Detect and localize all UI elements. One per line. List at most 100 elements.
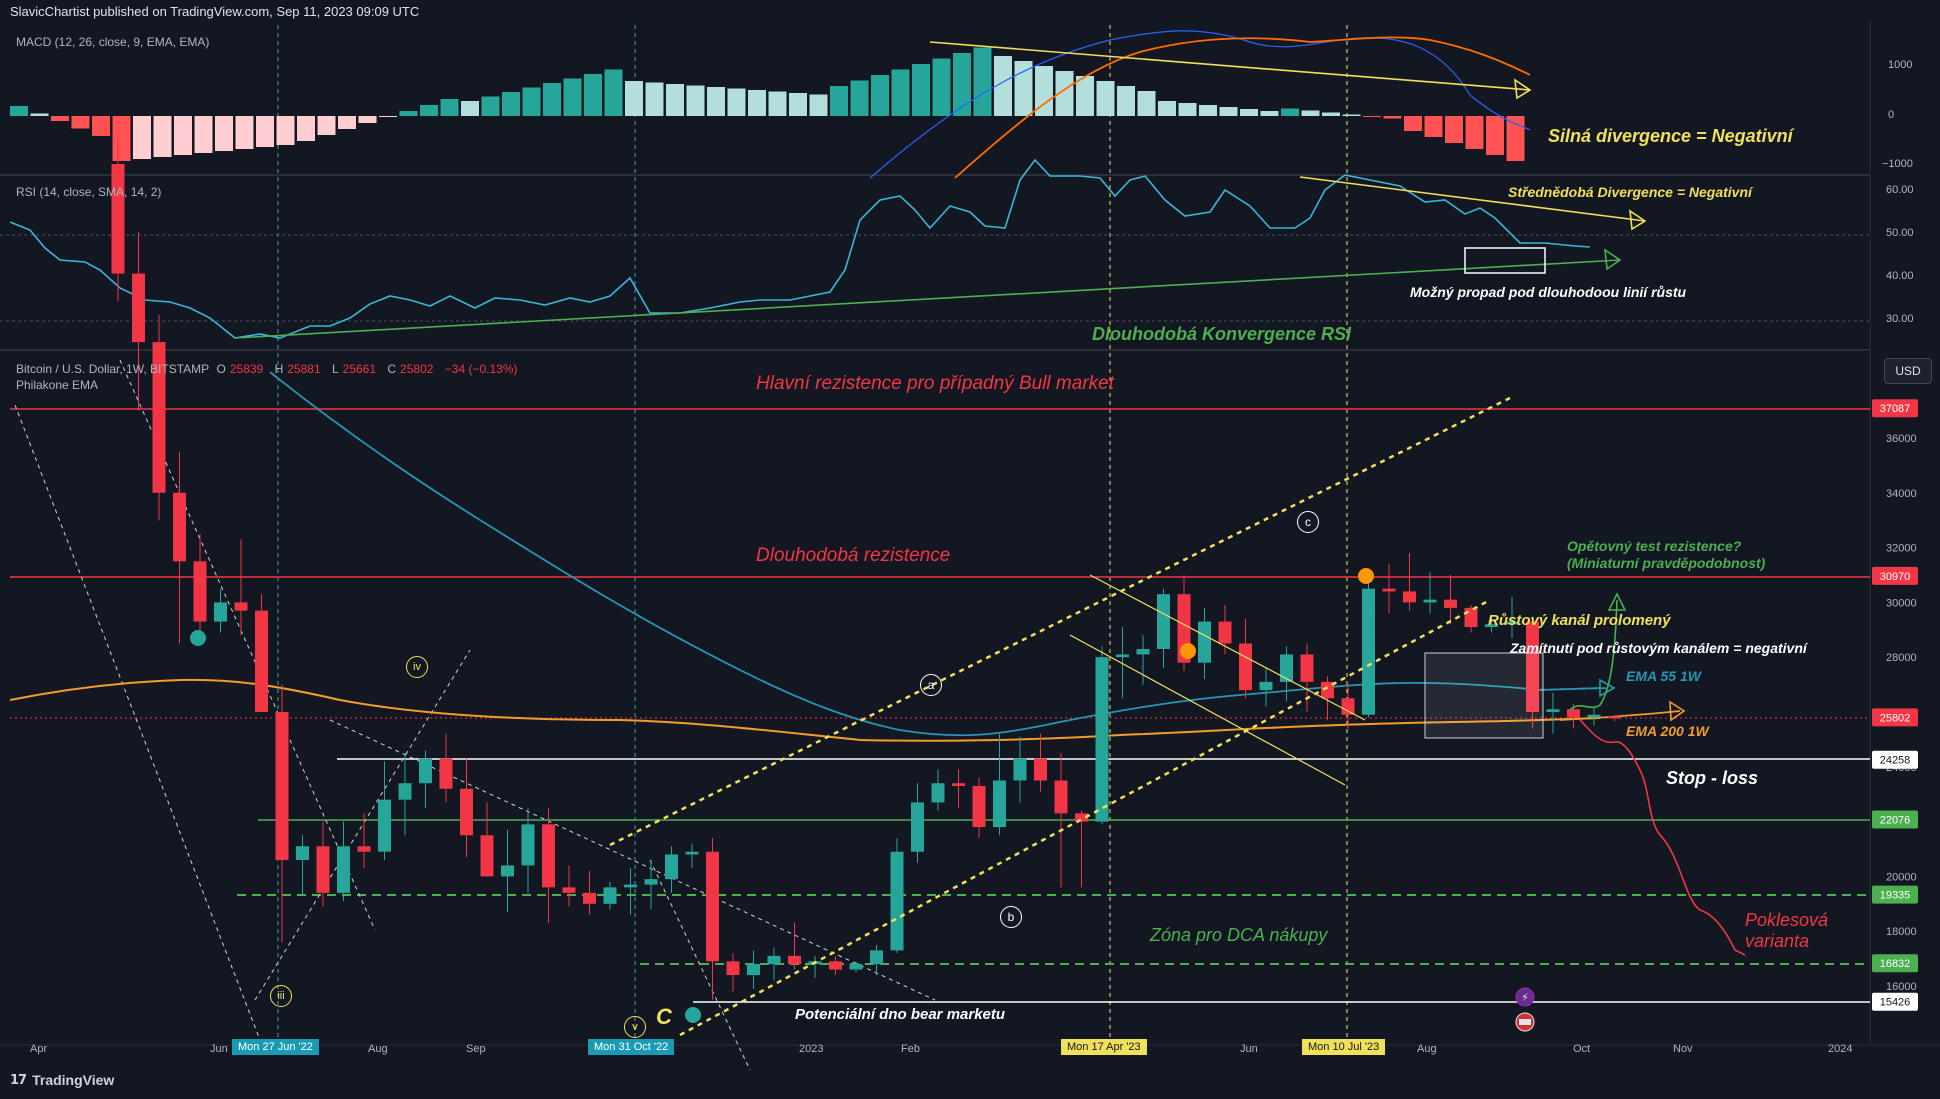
signal-dot-orange-1[interactable] bbox=[1180, 643, 1196, 659]
symbol-legend[interactable]: Bitcoin / U.S. Dollar, 1W, BITSTAMP O 258… bbox=[16, 362, 521, 376]
candle-body[interactable] bbox=[255, 610, 268, 712]
candle-body[interactable] bbox=[1300, 654, 1314, 682]
candle-body[interactable] bbox=[1218, 621, 1232, 644]
candle-body[interactable] bbox=[624, 884, 637, 888]
rsi-legend[interactable]: RSI (14, close, SMA, 14, 2) bbox=[16, 185, 162, 199]
candle-body[interactable] bbox=[132, 273, 145, 343]
candle-body[interactable] bbox=[890, 851, 904, 951]
ema-200[interactable] bbox=[9, 678, 1601, 742]
wave-label-iv[interactable]: iv bbox=[406, 656, 428, 678]
signal-dot-green-2[interactable] bbox=[685, 1007, 701, 1023]
signal-dot-orange-2[interactable] bbox=[1358, 568, 1374, 584]
candle-body[interactable] bbox=[173, 492, 186, 562]
candle-body[interactable] bbox=[644, 879, 658, 885]
candle-body[interactable] bbox=[1341, 698, 1355, 715]
candle-body[interactable] bbox=[1280, 654, 1293, 682]
candle-body[interactable] bbox=[521, 824, 535, 866]
candle-body[interactable] bbox=[1423, 599, 1437, 603]
tradingview-brand[interactable]: 𝟭𝟳 TradingView bbox=[10, 1072, 114, 1088]
lightning-event-icon[interactable] bbox=[1515, 987, 1535, 1007]
candle-body[interactable] bbox=[931, 783, 945, 803]
candle-body[interactable] bbox=[849, 964, 863, 970]
candle-body[interactable] bbox=[1013, 758, 1027, 781]
wave-label-a[interactable]: a bbox=[920, 674, 942, 696]
candle-body[interactable] bbox=[1259, 681, 1273, 691]
candle-body[interactable] bbox=[726, 961, 740, 976]
candle-body[interactable] bbox=[829, 961, 842, 970]
candle-body[interactable] bbox=[1464, 607, 1478, 628]
time-highlight-oct22[interactable]: Mon 31 Oct '22 bbox=[588, 1039, 675, 1055]
candle-body[interactable] bbox=[706, 851, 719, 962]
channel-upper[interactable] bbox=[609, 396, 1511, 847]
wave-label-big-c[interactable]: C bbox=[656, 1004, 672, 1029]
rsi-highlight-box[interactable] bbox=[1464, 247, 1546, 274]
candle-body[interactable] bbox=[1546, 709, 1560, 712]
candle-body[interactable] bbox=[1054, 780, 1068, 814]
ema-55[interactable] bbox=[269, 371, 1601, 737]
candle-body[interactable] bbox=[665, 854, 678, 880]
candle-body[interactable] bbox=[337, 846, 350, 893]
candle-body[interactable] bbox=[1321, 681, 1334, 699]
candle-body[interactable] bbox=[562, 887, 576, 893]
candle-body[interactable] bbox=[993, 780, 1006, 828]
candlesticks[interactable] bbox=[111, 136, 1622, 1000]
candle-body[interactable] bbox=[234, 602, 248, 611]
candle-body[interactable] bbox=[296, 846, 309, 860]
candle-body[interactable] bbox=[1403, 591, 1416, 603]
candle-body[interactable] bbox=[357, 846, 371, 852]
candle-body[interactable] bbox=[111, 164, 125, 274]
candle-body[interactable] bbox=[583, 892, 596, 904]
candle-body[interactable] bbox=[1362, 588, 1375, 715]
indicator-legend[interactable]: Philakone EMA bbox=[16, 378, 99, 392]
wave-label-iii[interactable]: iii bbox=[270, 985, 292, 1007]
candle-body[interactable] bbox=[1567, 709, 1580, 718]
candle-body[interactable] bbox=[275, 712, 289, 860]
time-highlight-apr23[interactable]: Mon 17 Apr '23 bbox=[1061, 1039, 1147, 1055]
channel-lower[interactable] bbox=[679, 598, 1491, 1037]
candle-body[interactable] bbox=[1034, 758, 1047, 781]
candle-body[interactable] bbox=[1075, 813, 1088, 822]
candle-body[interactable] bbox=[1587, 714, 1601, 718]
candle-body[interactable] bbox=[419, 758, 432, 784]
candle-body[interactable] bbox=[747, 964, 760, 976]
macd-legend[interactable]: MACD (12, 26, close, 9, EMA, EMA) bbox=[16, 35, 210, 49]
wave-label-v[interactable]: v bbox=[624, 1016, 646, 1038]
candle-body[interactable] bbox=[1116, 654, 1129, 658]
candle-body[interactable] bbox=[542, 824, 555, 888]
candle-body[interactable] bbox=[193, 561, 207, 622]
currency-button[interactable]: USD bbox=[1884, 358, 1932, 384]
candle-body[interactable] bbox=[972, 785, 986, 828]
candle-body[interactable] bbox=[1608, 716, 1621, 719]
candle-body[interactable] bbox=[1485, 624, 1498, 628]
candle-body[interactable] bbox=[1444, 599, 1457, 608]
candle-body[interactable] bbox=[439, 758, 453, 789]
candle-body[interactable] bbox=[767, 955, 781, 965]
candle-body[interactable] bbox=[501, 865, 514, 877]
candle-body[interactable] bbox=[911, 802, 924, 852]
wave-label-b[interactable]: b bbox=[1000, 906, 1022, 928]
candle-body[interactable] bbox=[398, 783, 412, 800]
candle-body[interactable] bbox=[480, 835, 494, 877]
candle-body[interactable] bbox=[1526, 621, 1539, 712]
candle-body[interactable] bbox=[1198, 621, 1211, 663]
candle-body[interactable] bbox=[152, 342, 166, 493]
candle-body[interactable] bbox=[788, 955, 801, 965]
time-highlight-jul23[interactable]: Mon 10 Jul '23 bbox=[1302, 1039, 1386, 1055]
candle-body[interactable] bbox=[378, 799, 391, 852]
candle-body[interactable] bbox=[316, 846, 330, 893]
time-highlight-jun22[interactable]: Mon 27 Jun '22 bbox=[232, 1039, 319, 1055]
candle-body[interactable] bbox=[870, 950, 883, 965]
candle-body[interactable] bbox=[685, 851, 699, 855]
candle-body[interactable] bbox=[1136, 648, 1150, 655]
candle-body[interactable] bbox=[460, 788, 473, 836]
candle-body[interactable] bbox=[1505, 621, 1519, 625]
wave-label-c[interactable]: c bbox=[1297, 511, 1319, 533]
signal-dot-green-1[interactable] bbox=[190, 630, 206, 646]
consolidation-box[interactable] bbox=[1424, 652, 1544, 739]
candle-body[interactable] bbox=[1095, 657, 1109, 822]
candle-body[interactable] bbox=[1239, 643, 1252, 691]
candle-body[interactable] bbox=[1157, 594, 1170, 649]
candle-body[interactable] bbox=[952, 783, 965, 786]
growth-channel[interactable] bbox=[609, 396, 1511, 1037]
